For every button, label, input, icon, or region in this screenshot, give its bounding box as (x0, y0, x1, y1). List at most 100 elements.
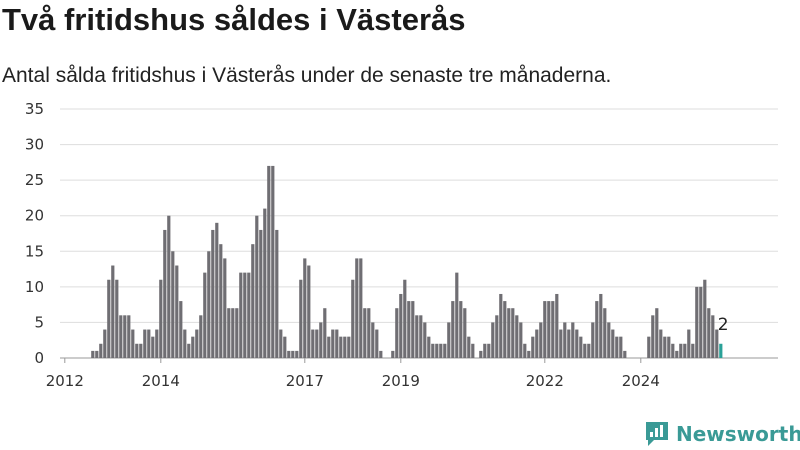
bar (351, 279, 355, 358)
bar (715, 329, 719, 358)
bar (711, 315, 715, 358)
bar (395, 308, 399, 358)
bar (267, 165, 271, 358)
y-tick-label: 10 (25, 278, 44, 296)
bar (135, 343, 139, 358)
bar (275, 229, 279, 358)
bar (579, 336, 583, 358)
bar (203, 272, 207, 358)
bar (339, 336, 343, 358)
bar (367, 308, 371, 358)
bar (371, 322, 375, 358)
bar (191, 336, 195, 358)
bar (567, 329, 571, 358)
bar (363, 308, 367, 358)
bar (695, 286, 699, 358)
bar (347, 336, 351, 358)
bar (555, 293, 559, 358)
bar (219, 244, 223, 358)
bar (243, 272, 247, 358)
bar (655, 308, 659, 358)
bar (523, 343, 527, 358)
y-tick-label: 0 (34, 349, 44, 367)
bar (303, 258, 307, 358)
bar (527, 350, 531, 358)
bar (215, 222, 219, 358)
bar (391, 350, 395, 358)
bar (615, 336, 619, 358)
bar (447, 322, 451, 358)
y-tick-label: 20 (25, 207, 44, 225)
bar (279, 329, 283, 358)
bar (583, 343, 587, 358)
bar (411, 301, 415, 358)
bar (127, 315, 131, 358)
bar (691, 343, 695, 358)
bar (287, 350, 291, 358)
bar (111, 265, 115, 358)
bar (687, 329, 691, 358)
bar (403, 279, 407, 358)
bar (535, 329, 539, 358)
bar (255, 215, 259, 358)
bar (375, 329, 379, 358)
bar (663, 336, 667, 358)
bar (163, 229, 167, 358)
bar (143, 329, 147, 358)
bar (439, 343, 443, 358)
bar (179, 301, 183, 358)
bar (227, 308, 231, 358)
bar (355, 258, 359, 358)
bar (155, 329, 159, 358)
y-tick-label: 35 (25, 100, 44, 118)
bar (455, 272, 459, 358)
bar (435, 343, 439, 358)
x-tick-label: 2017 (286, 372, 324, 390)
x-tick-label: 2014 (142, 372, 180, 390)
bar (671, 343, 675, 358)
bar (443, 343, 447, 358)
bar (379, 350, 383, 358)
bar (563, 322, 567, 358)
bar (171, 251, 175, 358)
bar (415, 315, 419, 358)
bar (503, 301, 507, 358)
bar (359, 258, 363, 358)
brand-logo: Newsworthy (644, 420, 800, 448)
x-tick-label: 2012 (46, 372, 84, 390)
bar (283, 336, 287, 358)
bar (531, 336, 535, 358)
bar (651, 315, 655, 358)
bar (547, 301, 551, 358)
bar (399, 293, 403, 358)
bar (263, 208, 267, 358)
bar (515, 315, 519, 358)
bar (679, 343, 683, 358)
bar (315, 329, 319, 358)
bar (591, 322, 595, 358)
bar (519, 322, 523, 358)
bar (451, 301, 455, 358)
bar (291, 350, 295, 358)
chart-title: Två fritidshus såldes i Västerås (2, 2, 466, 37)
bar (647, 336, 651, 358)
bar (427, 336, 431, 358)
bar (187, 343, 191, 358)
bar (683, 343, 687, 358)
bar (667, 336, 671, 358)
bar (587, 343, 591, 358)
bar (559, 329, 563, 358)
bar (463, 308, 467, 358)
bar (543, 301, 547, 358)
bar (479, 350, 483, 358)
y-tick-label: 30 (25, 136, 44, 154)
bar (231, 308, 235, 358)
bar (99, 343, 103, 358)
bar (343, 336, 347, 358)
bar (551, 301, 555, 358)
y-tick-label: 25 (25, 171, 44, 189)
bar (123, 315, 127, 358)
bar (323, 308, 327, 358)
bar (419, 315, 423, 358)
bar (467, 336, 471, 358)
